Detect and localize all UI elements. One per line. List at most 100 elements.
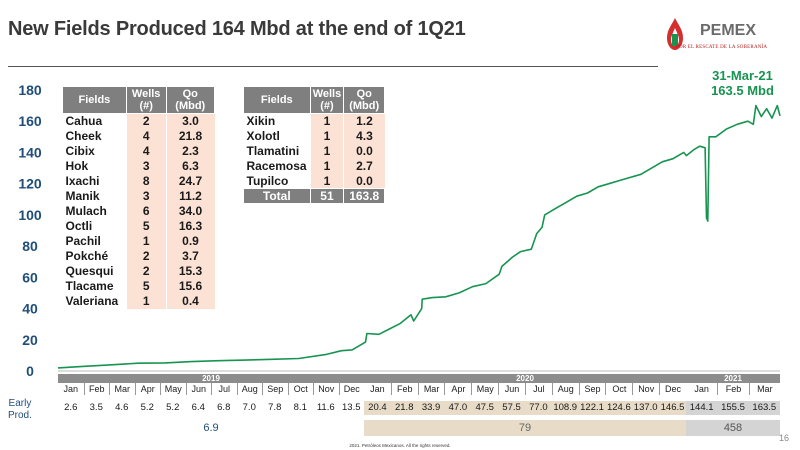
month-label: Jul — [211, 383, 237, 395]
y-tick-label: 120 — [18, 176, 42, 192]
year-band-2020: 2020 — [364, 374, 686, 383]
table-row: Octli 5 16.3 — [62, 218, 215, 234]
month-value: 137.0 — [633, 402, 658, 413]
wells-count: 2 — [125, 113, 167, 129]
wells-count: 4 — [125, 128, 167, 144]
y-tick-label: 160 — [18, 113, 42, 129]
month-value: 8.1 — [293, 402, 307, 413]
logo-tagline: POR EL RESCATE DE LA SOBERANÍA — [676, 45, 768, 50]
wells-count: 3 — [125, 188, 167, 204]
qo-value: 16.3 — [165, 218, 215, 234]
month-value: 7.0 — [242, 402, 256, 413]
logo-wordmark: PEMEX — [700, 22, 757, 39]
total-wells: 51 — [309, 188, 345, 204]
qo-value: 0.0 — [343, 143, 385, 159]
table-row: Tupilco 1 0.0 — [243, 173, 385, 189]
page-number: 16 — [779, 433, 790, 443]
col-wells: Wells (#) — [125, 86, 167, 114]
month-label: Mar — [109, 383, 135, 395]
month-value: 5.2 — [166, 402, 180, 413]
field-name: Cibix — [62, 143, 127, 159]
table-row: Manik 3 11.2 — [62, 188, 215, 204]
table-row: Valeriana 1 0.4 — [62, 293, 215, 309]
y-tick-label: 80 — [22, 238, 38, 254]
month-value: 4.6 — [115, 402, 129, 413]
title-divider — [8, 66, 658, 67]
table-row: Mulach 6 34.0 — [62, 203, 215, 219]
avg-2019: 6.9 — [203, 422, 219, 434]
wells-count: 1 — [309, 113, 344, 129]
month-label: Dec — [659, 383, 686, 395]
month-label: Feb — [83, 383, 110, 395]
field-name: Manik — [62, 188, 127, 204]
wells-count: 1 — [125, 293, 167, 309]
qo-value: 15.6 — [165, 278, 215, 294]
field-name: Xolotl — [243, 128, 311, 144]
table-row: Ixachi 8 24.7 — [62, 173, 215, 189]
field-name: Hok — [62, 158, 127, 174]
qo-value: 15.3 — [165, 263, 215, 279]
qo-value: 4.3 — [343, 128, 385, 144]
annotation-date: 31-Mar-21 — [712, 68, 773, 83]
month-value: 11.6 — [316, 402, 335, 413]
y-tick-label: 60 — [22, 269, 38, 285]
field-name: Tlamatini — [243, 143, 311, 159]
month-value: 155.5 — [721, 402, 745, 413]
latest-value-annotation: 31-Mar-21 163.5 Mbd — [690, 68, 795, 98]
qo-value: 6.3 — [165, 158, 215, 174]
wells-count: 5 — [125, 218, 167, 234]
month-value: 6.4 — [191, 402, 205, 413]
field-name: Cahua — [62, 113, 127, 129]
qo-value: 2.7 — [343, 158, 385, 174]
month-value: 57.5 — [502, 402, 521, 413]
month-label: Apr — [134, 383, 161, 395]
months-2021: Jan Feb Mar — [686, 383, 780, 395]
qo-value: 21.8 — [165, 128, 215, 144]
field-name: Quesqui — [62, 263, 127, 279]
table-row: Pokché 2 3.7 — [62, 248, 215, 264]
field-name: Octli — [62, 218, 127, 234]
month-label: Oct — [287, 383, 314, 395]
month-label: Jul — [524, 383, 552, 395]
month-value: 124.6 — [606, 402, 631, 413]
field-name: Ixachi — [62, 173, 127, 189]
fields-table-right: Fields Wells (#) Qo (Mbd) Xikin 1 1.2 Xolot… — [243, 86, 385, 204]
qo-value: 0.9 — [165, 233, 215, 249]
y-tick-label: 180 — [18, 82, 42, 98]
row-label-early-prod: Early Prod. — [8, 398, 32, 421]
qo-value: 34.0 — [165, 203, 215, 219]
y-tick-label: 20 — [22, 332, 38, 348]
month-value: 144.1 — [689, 402, 714, 413]
month-label: Sep — [578, 383, 606, 395]
col-qo: Qo (Mbd) — [343, 86, 385, 114]
month-value: 21.8 — [394, 402, 414, 413]
months-2019: Jan Feb Mar Apr May Jun Jul Aug Sep Oct Nov Dec — [58, 383, 364, 395]
col-wells: Wells (#) — [309, 86, 345, 114]
avg-2021: 458 — [686, 420, 780, 436]
values-2021: 144.1 155.5 163.5 — [686, 401, 780, 415]
wells-count: 1 — [309, 143, 344, 159]
field-name: Tupilco — [243, 173, 311, 189]
table-row: Pachil 1 0.9 — [62, 233, 215, 249]
qo-value: 11.2 — [165, 188, 215, 204]
year-band-2019: 2019 — [58, 374, 364, 383]
month-value: 163.5 — [752, 402, 777, 413]
wells-count: 2 — [125, 263, 167, 279]
month-label: Jan — [694, 384, 709, 394]
table-row: Cheek 4 21.8 — [62, 128, 215, 144]
fields-table-left: Fields Wells (#) Qo (Mbd) Cahua 2 3.0 Cheek… — [62, 86, 216, 309]
annotation-value: 163.5 Mbd — [711, 83, 774, 98]
col-fields: Fields — [243, 86, 311, 114]
col-fields: Fields — [62, 86, 127, 114]
field-name: Xikin — [243, 113, 311, 129]
wells-count: 2 — [125, 248, 167, 264]
table-row: Xikin 1 1.2 — [243, 113, 385, 129]
page-title: New Fields Produced 164 Mbd at the end o… — [8, 18, 466, 40]
table-row: Cahua 2 3.0 — [62, 113, 215, 129]
field-name: Racemosa — [243, 158, 311, 174]
month-value: 33.9 — [421, 402, 441, 413]
month-value: 20.4 — [368, 402, 387, 413]
production-series-line — [57, 104, 781, 369]
values-2020: 20.4 21.8 33.9 47.0 47.5 57.5 77.0 108.9 122.1 12… — [364, 401, 686, 415]
col-qo: Qo (Mbd) — [165, 86, 216, 114]
